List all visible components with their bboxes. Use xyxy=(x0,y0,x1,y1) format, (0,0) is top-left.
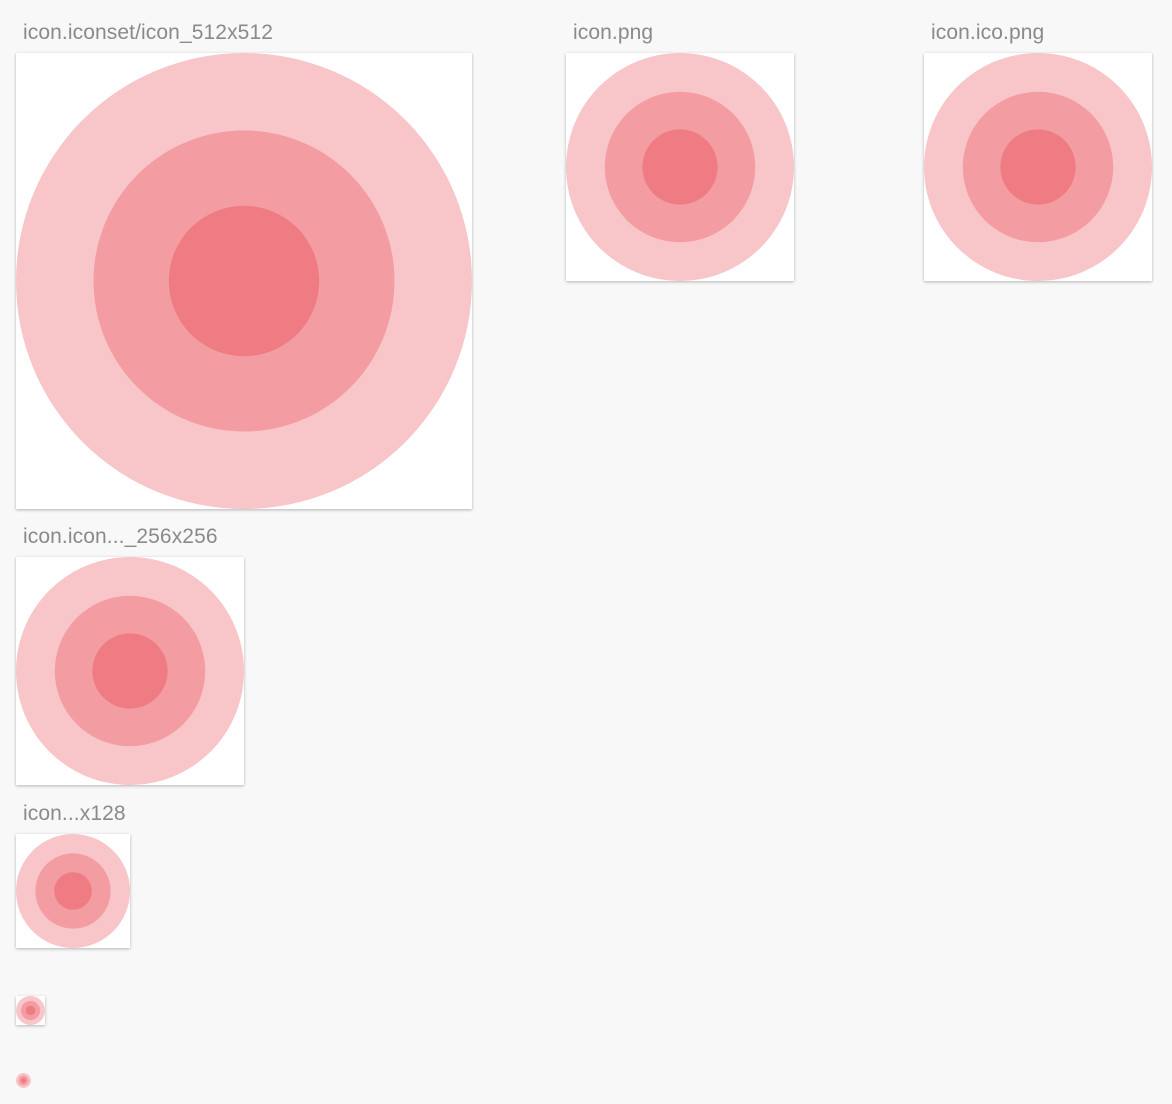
concentric-circles-icon xyxy=(16,996,45,1025)
thumbnail-label: icon.ico.png xyxy=(931,21,1045,44)
thumbnail-label: icon.icon..._256x256 xyxy=(23,525,218,548)
concentric-circles-icon xyxy=(16,1073,31,1088)
thumbnail-label: icon...x128 xyxy=(23,802,126,825)
thumbnail-image[interactable] xyxy=(16,834,130,948)
concentric-circles-icon xyxy=(16,834,130,948)
thumbnail-image[interactable] xyxy=(924,53,1152,281)
thumbnail-image[interactable] xyxy=(16,557,244,785)
concentric-circles-icon xyxy=(16,53,472,509)
thumbnail-image[interactable] xyxy=(16,53,472,509)
thumbnail-image[interactable] xyxy=(566,53,794,281)
thumbnail-image[interactable] xyxy=(16,996,45,1025)
concentric-circles-icon xyxy=(924,53,1152,281)
thumbnail-label: icon.png xyxy=(573,21,654,44)
thumbnail-label: icon.iconset/icon_512x512 xyxy=(23,21,274,44)
thumbnail-image[interactable] xyxy=(16,1073,31,1088)
concentric-circles-icon xyxy=(566,53,794,281)
concentric-circles-icon xyxy=(16,557,244,785)
